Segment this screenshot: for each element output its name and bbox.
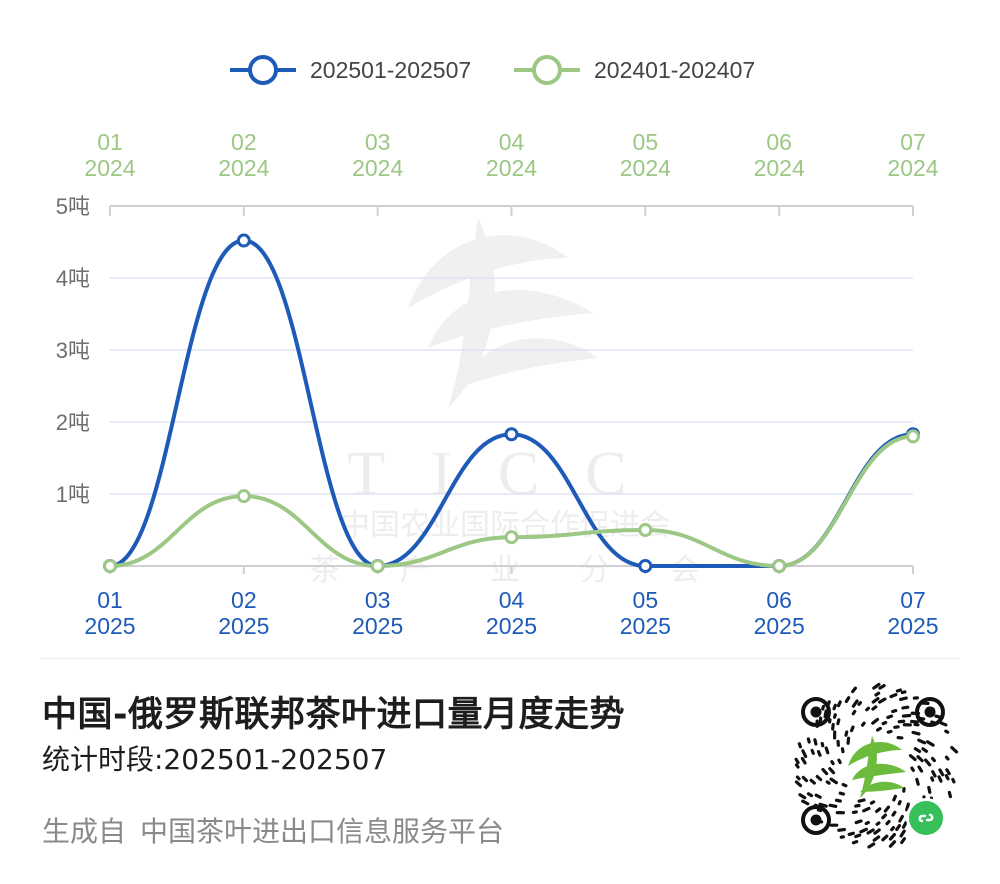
- x-tick-year-2025: 2025: [84, 613, 135, 639]
- x-tick-month-2025: 04: [499, 587, 525, 613]
- legend[interactable]: 202501-202507 202401-202407: [230, 55, 755, 85]
- watermark-letters: TICC: [347, 440, 672, 508]
- watermark-char: 茶: [310, 553, 340, 588]
- divider: [40, 658, 960, 659]
- x-tick-month-2024: 07: [900, 129, 926, 155]
- legend-label: 202501-202507: [310, 57, 471, 83]
- x-tick-month-2024: 04: [499, 129, 525, 155]
- data-point-202401-202407: [370, 559, 385, 573]
- data-point-202401-202407: [103, 559, 117, 573]
- data-point-202401-202407: [236, 489, 251, 504]
- x-tick-year-2024: 2024: [486, 155, 537, 181]
- x-tick-year-2024: 2024: [887, 155, 938, 181]
- source-prefix: 生成自: [42, 815, 127, 848]
- x-tick-month-2025: 07: [900, 587, 926, 613]
- x-tick-month-2025: 02: [231, 587, 257, 613]
- y-tick-label: 5吨: [56, 194, 90, 219]
- watermark-char: 会: [670, 553, 700, 588]
- chart: TICC 中国农业国际合作促进会 茶产业分会 01202402202403202…: [56, 55, 939, 639]
- legend-marker: [248, 55, 278, 85]
- period-label: 统计时段:202501-202507: [42, 743, 388, 776]
- x-tick-year-2024: 2024: [84, 155, 135, 181]
- x-tick-year-2024: 2024: [352, 155, 403, 181]
- watermark-logo: TICC 中国农业国际合作促进会 茶产业分会: [310, 218, 700, 588]
- x-tick-year-2025: 2025: [754, 613, 805, 639]
- legend-marker: [532, 55, 562, 85]
- x-tick-month-2024: 06: [766, 129, 792, 155]
- x-tick-year-2025: 2025: [352, 613, 403, 639]
- watermark-branch-name: 茶产业分会: [310, 553, 700, 588]
- mini-program-link-icon: [906, 798, 946, 838]
- x-tick-month-2025: 05: [633, 587, 659, 613]
- x-tick-year-2025: 2025: [887, 613, 938, 639]
- data-point-202501-202507: [236, 233, 251, 248]
- x-tick-year-2025: 2025: [486, 613, 537, 639]
- x-tick-month-2025: 01: [97, 587, 123, 613]
- y-tick-label: 3吨: [56, 338, 90, 363]
- y-tick-label: 2吨: [56, 410, 90, 435]
- watermark-char: 分: [580, 553, 610, 588]
- x-tick-year-2025: 2025: [218, 613, 269, 639]
- data-point-202501-202507: [504, 427, 519, 442]
- data-point-202401-202407: [638, 523, 653, 537]
- watermark-char: 业: [490, 553, 520, 588]
- x-tick-year-2025: 2025: [620, 613, 671, 639]
- x-tick-month-2024: 03: [365, 129, 391, 155]
- x-tick-month-2024: 01: [97, 129, 123, 155]
- source-name: 中国茶叶进出口信息服务平台: [140, 815, 505, 848]
- data-point-202401-202407: [906, 429, 920, 444]
- x-tick-month-2024: 05: [633, 129, 659, 155]
- legend-label: 202401-202407: [594, 57, 755, 83]
- x-tick-year-2024: 2024: [754, 155, 805, 181]
- x-tick-month-2024: 02: [231, 129, 257, 155]
- chart-title: 中国-俄罗斯联邦茶叶进口量月度走势: [42, 695, 626, 735]
- data-point-202401-202407: [772, 559, 787, 573]
- x-tick-year-2024: 2024: [218, 155, 269, 181]
- y-tick-label: 1吨: [56, 482, 90, 507]
- data-point-202501-202507: [638, 559, 653, 573]
- x-tick-year-2024: 2024: [620, 155, 671, 181]
- source-line: 生成自 中国茶叶进出口信息服务平台: [42, 810, 518, 850]
- data-point-202401-202407: [504, 530, 519, 545]
- y-tick-label: 4吨: [56, 266, 90, 291]
- mini-program-qr-code-icon[interactable]: [790, 680, 962, 852]
- x-tick-month-2025: 03: [365, 587, 391, 613]
- x-tick-month-2025: 06: [766, 587, 792, 613]
